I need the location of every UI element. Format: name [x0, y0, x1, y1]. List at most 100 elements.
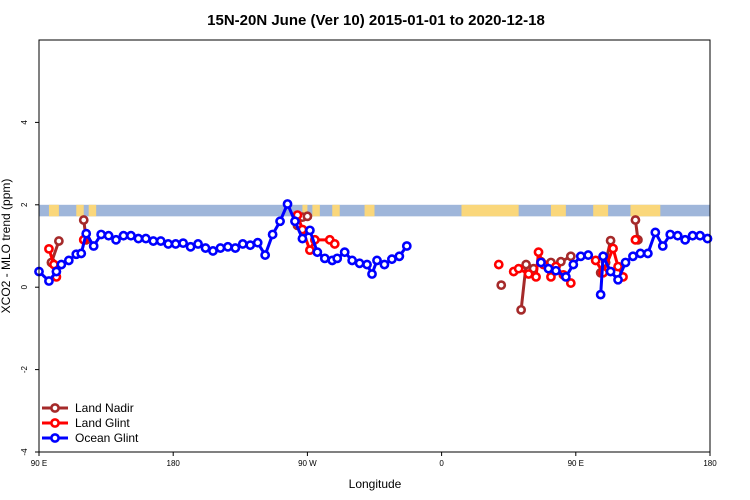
- ocean-glint-point: [230, 243, 241, 253]
- ocean-glint-point: [347, 255, 358, 266]
- land-glint-point: [590, 255, 601, 266]
- ocean-glint-point: [650, 227, 661, 238]
- ocean-glint-point: [551, 265, 561, 276]
- y-tick-label: -4: [20, 448, 29, 456]
- land-glint-point: [304, 245, 315, 256]
- ocean-glint-point: [672, 230, 683, 241]
- land-nadir-point: [53, 236, 64, 246]
- ocean-glint-point: [665, 229, 676, 240]
- y-tick-label: 4: [20, 120, 29, 125]
- legend-swatch-marker: [50, 418, 60, 428]
- series-ocean-glint: [34, 199, 713, 300]
- ocean-glint-point: [76, 248, 87, 259]
- legend-label: Ocean Glint: [75, 431, 139, 445]
- ocean-glint-point: [193, 239, 203, 249]
- ocean-glint-point: [304, 225, 315, 236]
- y-tick-label: 0: [20, 284, 29, 289]
- ocean-glint-point: [575, 251, 586, 262]
- ocean-glint-point: [275, 216, 285, 227]
- y-tick-label: 2: [20, 202, 29, 207]
- ocean-glint-point: [111, 234, 121, 245]
- ocean-glint-point: [245, 240, 256, 251]
- ocean-glint-point: [51, 266, 62, 277]
- land-segment: [593, 204, 609, 217]
- land-segment: [630, 204, 661, 217]
- ocean-glint-point: [252, 237, 263, 248]
- ocean-glint-point: [362, 259, 372, 270]
- ocean-glint-point: [613, 274, 623, 285]
- ocean-glint-point: [208, 246, 218, 256]
- land-nadir-point: [496, 280, 507, 291]
- ocean-glint-point: [319, 253, 330, 264]
- land-segment: [88, 204, 97, 217]
- land-glint-point: [630, 234, 641, 245]
- ocean-glint-point: [96, 229, 107, 240]
- y-tick-label: -2: [20, 365, 29, 373]
- ocean-glint-point: [635, 248, 646, 259]
- land-glint-point: [329, 239, 340, 249]
- land-glint-point: [523, 269, 534, 279]
- x-tick-label: 90 E: [568, 459, 584, 468]
- y-axis: -4 -2 0 2 4: [20, 120, 39, 456]
- ocean-glint-point: [372, 255, 382, 266]
- legend-item-land-glint: Land Glint: [42, 416, 130, 430]
- land-segment: [76, 204, 84, 217]
- ocean-glint-point: [536, 257, 546, 268]
- ocean-glint-point: [702, 233, 713, 244]
- legend-item-ocean-glint: Ocean Glint: [42, 431, 139, 445]
- land-segment: [332, 204, 340, 217]
- land-ocean-band: [39, 204, 710, 217]
- ocean-glint-point: [605, 266, 616, 277]
- ocean-glint-point: [560, 271, 571, 282]
- land-nadir-point: [78, 215, 89, 225]
- ocean-glint-point: [379, 259, 390, 270]
- x-tick-label: 180: [167, 459, 181, 468]
- land-segment: [48, 204, 59, 217]
- ocean-glint-point: [170, 239, 181, 249]
- land-nadir-point: [302, 211, 313, 222]
- x-axis: 90 E 180 90 W 0 90 E 180: [31, 452, 717, 468]
- ocean-glint-point: [215, 243, 226, 253]
- land-glint-point: [613, 261, 623, 272]
- legend-label: Land Glint: [75, 416, 130, 430]
- land-glint-point: [546, 271, 556, 282]
- ocean-glint-point: [103, 230, 114, 241]
- ocean-glint-point: [140, 233, 151, 244]
- land-glint-point: [513, 263, 524, 274]
- ocean-glint-point: [155, 236, 166, 246]
- land-nadir-point: [630, 215, 641, 225]
- series-layer: [34, 199, 713, 315]
- x-tick-label: 90 W: [298, 459, 317, 468]
- land-nadir-point: [516, 304, 527, 315]
- land-glint-point: [493, 259, 504, 270]
- ocean-glint-point: [401, 241, 412, 251]
- land-segment: [550, 204, 566, 217]
- ocean-glint-point: [118, 230, 129, 241]
- x-tick-label: 0: [439, 459, 444, 468]
- ocean-glint-point: [687, 230, 698, 241]
- ocean-glint-point: [628, 251, 638, 262]
- land-segment: [364, 204, 375, 217]
- ocean-glint-point: [222, 241, 233, 252]
- ocean-glint-point: [386, 254, 397, 265]
- x-axis-label: Longitude: [349, 477, 402, 491]
- series-land-nadir: [46, 211, 643, 315]
- x-tick-label: 180: [703, 459, 717, 468]
- land-glint-point: [44, 243, 54, 254]
- ocean-glint-point: [642, 248, 653, 259]
- land-nadir-point: [521, 259, 531, 270]
- ocean-glint-point: [163, 239, 174, 249]
- ocean-glint-point: [312, 247, 323, 258]
- ocean-glint-point: [63, 255, 74, 266]
- ocean-glint-point: [680, 234, 691, 245]
- land-glint-point: [531, 271, 541, 282]
- ocean-glint-point: [354, 258, 365, 269]
- ocean-glint-point: [81, 228, 92, 239]
- land-glint-point: [533, 247, 544, 258]
- ocean-glint-point: [657, 241, 668, 251]
- land-nadir-point: [605, 235, 616, 246]
- ocean-glint-point: [237, 239, 248, 249]
- ocean-glint-point: [297, 233, 308, 244]
